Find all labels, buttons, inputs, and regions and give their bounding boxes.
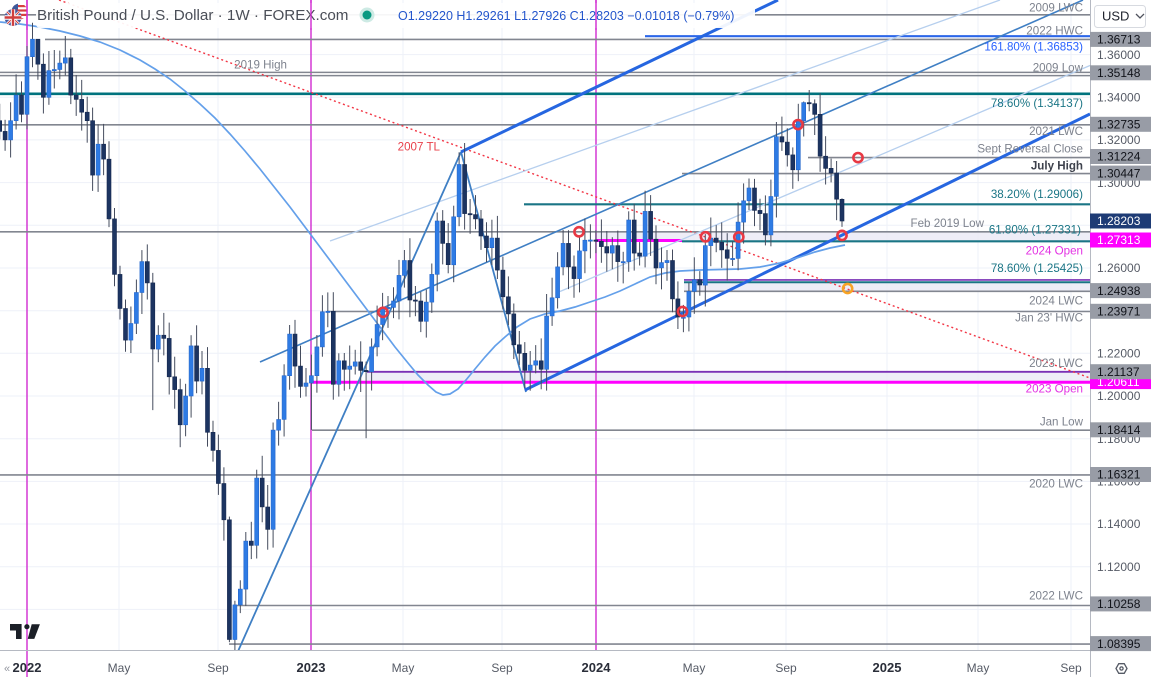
svg-text:1.12000: 1.12000 [1097,560,1141,574]
svg-text:2019 High: 2019 High [234,59,287,72]
svg-text:78.60% (1.25425): 78.60% (1.25425) [991,262,1083,275]
svg-text:Sep: Sep [491,661,513,675]
svg-text:July High: July High [1031,160,1083,173]
svg-text:Feb 2019 Low: Feb 2019 Low [911,217,985,230]
svg-text:1.22000: 1.22000 [1097,347,1141,361]
svg-text:38.20% (1.29006): 38.20% (1.29006) [991,188,1083,201]
svg-text:May: May [108,661,131,675]
svg-text:1.24938: 1.24938 [1097,284,1141,298]
svg-text:78.60% (1.34137): 78.60% (1.34137) [991,97,1083,110]
svg-text:2025: 2025 [873,660,902,675]
svg-text:2024 LWC: 2024 LWC [1029,295,1083,308]
svg-text:1.21137: 1.21137 [1097,365,1140,379]
svg-text:1.23971: 1.23971 [1097,305,1141,319]
svg-text:1.26000: 1.26000 [1097,261,1141,275]
svg-text:Sep: Sep [207,661,229,675]
svg-text:1.18414: 1.18414 [1097,423,1141,437]
svg-text:May: May [392,661,415,675]
svg-text:2020 LWC: 2020 LWC [1029,478,1083,491]
svg-text:1.31224: 1.31224 [1097,150,1141,164]
svg-text:1.34000: 1.34000 [1097,91,1141,105]
svg-text:2024 Open: 2024 Open [1026,245,1083,258]
svg-text:1.35148: 1.35148 [1097,66,1141,80]
svg-text:2009 Low: 2009 Low [1033,62,1084,75]
svg-text:1.14000: 1.14000 [1097,517,1141,531]
svg-text:British Pound / U.S. Dollar ·: British Pound / U.S. Dollar · 1W · FOREX… [37,7,348,24]
svg-text:2023: 2023 [297,660,326,675]
svg-text:1.20000: 1.20000 [1097,389,1141,403]
svg-text:Sep: Sep [775,661,797,675]
svg-text:161.80% (1.36853): 161.80% (1.36853) [984,41,1083,54]
svg-text:2009 LWC: 2009 LWC [1029,2,1083,15]
svg-text:1.16321: 1.16321 [1097,468,1141,482]
svg-text:Jan 23' HWC: Jan 23' HWC [1015,312,1083,325]
svg-text:2022 LWC: 2022 LWC [1029,590,1083,603]
svg-text:«: « [4,663,10,675]
svg-text:2024: 2024 [582,660,612,675]
svg-text:2022 HWC: 2022 HWC [1026,25,1083,38]
svg-text:May: May [967,661,990,675]
svg-text:May: May [683,661,706,675]
svg-text:2021 LWC: 2021 LWC [1029,125,1083,138]
svg-text:1.36713: 1.36713 [1097,33,1141,47]
svg-text:Sep: Sep [1060,661,1082,675]
svg-text:61.80% (1.27331): 61.80% (1.27331) [989,224,1081,237]
svg-text:USD: USD [1102,9,1129,24]
svg-text:2023 LWC: 2023 LWC [1029,357,1083,370]
svg-text:1.28203: 1.28203 [1097,214,1141,228]
svg-text:1.32735: 1.32735 [1097,118,1141,132]
svg-text:1.30447: 1.30447 [1097,166,1141,180]
svg-text:1.27313: 1.27313 [1097,233,1141,247]
svg-text:2022: 2022 [13,660,42,675]
svg-text:1.08395: 1.08395 [1097,637,1141,651]
svg-text:2007 TL: 2007 TL [398,141,441,154]
svg-text:O1.29220 H1.29261 L1.27926 C1.: O1.29220 H1.29261 L1.27926 C1.28203 −0.0… [398,9,734,23]
svg-text:2023 Open: 2023 Open [1026,383,1083,396]
svg-text:1.36000: 1.36000 [1097,48,1141,62]
svg-text:Jan Low: Jan Low [1040,416,1084,429]
svg-text:1.32000: 1.32000 [1097,133,1141,147]
svg-text:1.10258: 1.10258 [1097,597,1141,611]
svg-text:Sept Reversal Close: Sept Reversal Close [977,143,1083,156]
